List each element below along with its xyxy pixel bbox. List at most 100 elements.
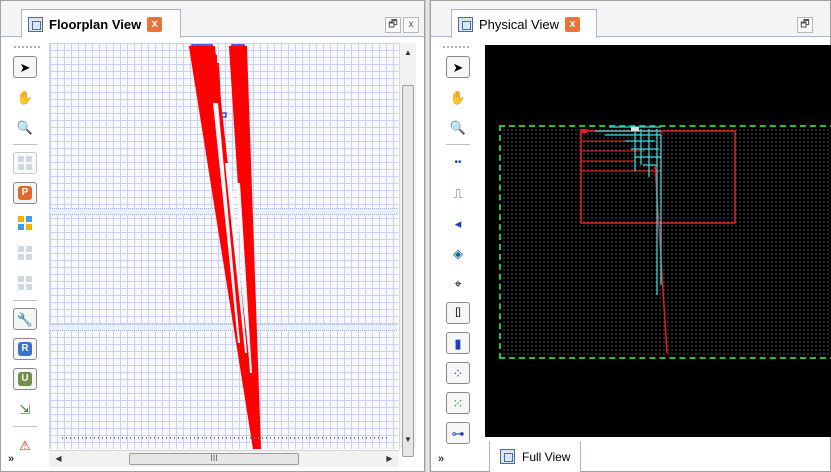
dots-tool-button[interactable]: •• [446,152,470,174]
zoom-tool-button[interactable]: 🔍 [446,116,470,138]
wrench-icon: 🔧 [16,311,34,327]
clock-region-band [50,324,398,331]
hand-icon: ✋ [449,89,467,105]
tree-icon: ⊶ [451,425,465,441]
tab-label: Full View [522,449,571,464]
net-line [241,50,245,162]
physical-overlay [580,126,736,354]
target-icon: ◈ [453,245,463,261]
arrow-left-icon: ◂ [454,215,462,231]
physical-view-icon [458,16,473,32]
tab-physical-view[interactable]: Physical View x [451,9,597,38]
physical-toolbar: ➤ ✋ 🔍 •• ⎍ ◂ ◈ ⌖ [] ▮ ⁘ ⁙ ⊶ [446,56,472,452]
crosshair-tool-button[interactable]: ⌖ [446,272,470,294]
restore-button[interactable]: 🗗 [797,17,813,33]
dots-icon: •• [454,157,462,168]
horizontal-scrollbar[interactable]: ◀ III ▶ [49,450,399,467]
color-grid-icon [18,216,32,230]
gray-grid-tool-button[interactable] [13,242,37,264]
toolbar-divider [446,144,470,146]
arrow-tool-button[interactable]: ◂ [446,212,470,234]
select-tool-button[interactable]: ➤ [13,56,37,78]
tab-floorplan-view[interactable]: Floorplan View x [21,9,181,38]
full-view-icon [500,449,515,464]
vertical-scrollbar[interactable]: ▲ ▼ [399,43,416,457]
toolbar-grip[interactable] [443,46,469,48]
route-cluster [595,126,662,295]
block-icon: ▮ [454,335,462,351]
close-button[interactable]: x [403,17,419,33]
pane-splitter[interactable] [425,0,430,472]
scroll-up-icon[interactable]: ▲ [404,48,412,57]
gray-grid-icon [18,276,32,290]
net-line [237,50,241,154]
toolbar-overflow-chevron-icon[interactable]: » [8,453,15,465]
pan-tool-button[interactable]: ✋ [446,86,470,108]
grid-tool-button[interactable] [13,152,37,174]
pointer-icon: ➤ [19,59,31,75]
close-icon[interactable]: x [564,16,580,32]
r-badge-icon: R [18,342,32,356]
pointer-icon: ➤ [452,59,464,75]
gray-grid-tool-2-button[interactable] [13,272,37,294]
physical-canvas[interactable] [485,45,831,437]
toolbar-overflow-chevron-icon[interactable]: » [438,453,445,465]
close-icon[interactable]: x [147,16,163,32]
pan-tool-button[interactable]: ✋ [13,86,37,108]
bracket-icon: [] [455,307,461,318]
dot-grid-tool-button[interactable]: ⁘ [446,362,470,384]
select-tool-button[interactable]: ➤ [446,56,470,78]
device-outline [499,125,831,359]
gray-grid-icon [18,246,32,260]
p-tool-button[interactable]: P [13,182,37,204]
horizontal-scroll-thumb[interactable]: III [129,453,299,465]
route-icon: ⇲ [19,401,31,417]
scatter-tool-button[interactable]: ⁙ [446,392,470,414]
placed-cell [631,127,639,131]
net-fan [188,46,260,449]
crosshair-icon: ⌖ [454,275,462,291]
placed-cell [581,129,587,133]
floorplan-icon [28,16,43,32]
toolbar-grip[interactable] [14,46,40,48]
color-grid-tool-button[interactable] [13,212,37,234]
device-sites [502,128,831,356]
net-overlay [62,44,390,449]
toolbar-divider [13,426,37,428]
wrench-tool-button[interactable]: 🔧 [13,308,37,330]
physical-pane: Physical View x 🗗 ➤ ✋ 🔍 •• ⎍ ◂ ◈ ⌖ [] ▮ … [430,0,831,472]
target-tool-button[interactable]: ◈ [446,242,470,264]
p-badge-icon: P [18,186,32,200]
vertical-scroll-thumb[interactable] [402,85,414,457]
route-tool-button[interactable]: ⇲ [13,398,37,420]
restore-button[interactable]: 🗗 [385,17,401,33]
ruler-tool-button[interactable]: ⎍ [446,182,470,204]
toolbar-divider [13,300,37,302]
floorplan-tabstrip: Floorplan View x 🗗 x [1,1,424,38]
tab-full-view[interactable]: Full View [489,441,581,472]
block-tool-button[interactable]: ▮ [446,332,470,354]
net-line [207,52,211,104]
tab-label: Physical View [479,16,559,32]
toolbar-divider [13,144,37,146]
net-gaps [213,103,252,373]
scroll-left-icon[interactable]: ◀ [55,454,62,463]
net-bundle [188,46,262,449]
net-line [217,62,223,144]
r-tool-button[interactable]: R [13,338,37,360]
floorplan-toolbar: ➤ ✋ 🔍 P 🔧 R U ⇲ ⚠ [13,56,39,464]
scroll-right-icon[interactable]: ▶ [386,454,393,463]
bracket-tool-button[interactable]: [] [446,302,470,324]
magnifier-icon: 🔍 [449,119,467,135]
scroll-down-icon[interactable]: ▼ [404,435,412,444]
hand-icon: ✋ [16,89,34,105]
tree-tool-button[interactable]: ⊶ [446,422,470,444]
zoom-tool-button[interactable]: 🔍 [13,116,37,138]
warning-icon: ⚠ [19,437,31,453]
tab-label: Floorplan View [49,16,142,32]
floorplan-canvas[interactable] [49,43,398,449]
u-badge-icon: U [18,372,32,386]
warning-tool-button[interactable]: ⚠ [13,434,37,456]
u-tool-button[interactable]: U [13,368,37,390]
